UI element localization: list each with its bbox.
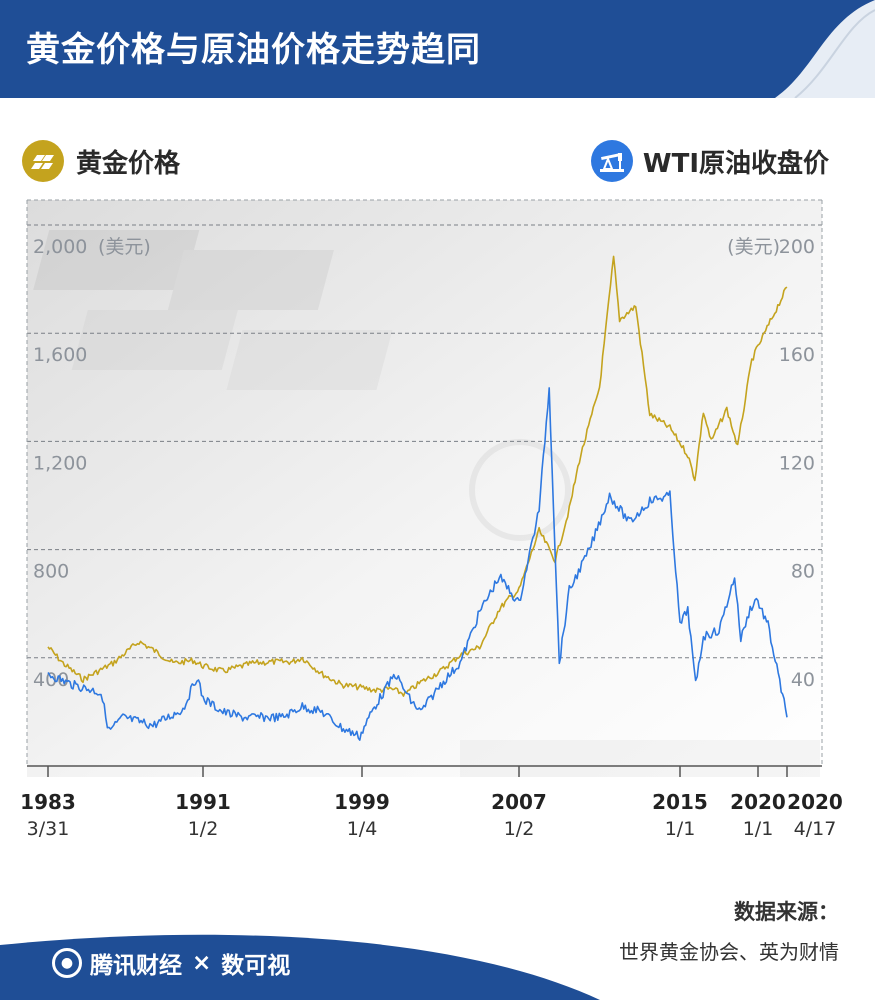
x-tick-label: 2007 1/2 xyxy=(469,790,569,840)
footer-brand-name: 腾讯财经 xyxy=(90,953,182,979)
x-tick-year: 2020 xyxy=(730,790,786,814)
legend-oil-label: WTI原油收盘价 xyxy=(642,148,829,179)
footer: ● 腾讯财经 × 数可视 xyxy=(0,925,875,1000)
x-tick-date: 1/1 xyxy=(664,818,696,840)
legend-gold-label: 黄金价格 xyxy=(76,148,181,179)
footer-brand: ● 腾讯财经 × 数可视 xyxy=(52,946,290,980)
right-axis: (美元) 40 80 120 160 200 xyxy=(727,236,815,691)
tencent-logo-icon: ● xyxy=(52,948,82,978)
source-label: 数据来源： xyxy=(734,900,839,924)
left-tick-label: 1,600 xyxy=(33,344,87,366)
oil-pump-icon xyxy=(590,140,633,182)
right-tick-label: 200 xyxy=(779,236,815,258)
x-tick-label: 1983 3/31 xyxy=(0,790,98,840)
grid-lines xyxy=(26,199,823,766)
left-tick-label: 2,000 xyxy=(33,236,87,258)
series-line-gold xyxy=(47,255,788,697)
left-tick-label: 400 xyxy=(33,669,69,691)
left-axis-unit: (美元) xyxy=(98,236,151,258)
x-tick-date: 1/2 xyxy=(503,818,535,840)
legend-oil: WTI原油收盘价 xyxy=(590,140,829,182)
x-tick-date: 1/2 xyxy=(187,818,219,840)
x-axis-ticks xyxy=(47,766,788,777)
x-tick-year: 1999 xyxy=(334,790,390,814)
header-decoration xyxy=(775,0,875,98)
x-tick-date: 1/4 xyxy=(346,818,378,840)
x-tick-label: 2015 1/1 xyxy=(630,790,730,840)
x-tick-label: 2020 4/17 xyxy=(765,790,865,840)
footer-banner xyxy=(0,934,600,1000)
page-title: 黄金价格与原油价格走势趋同 xyxy=(26,30,481,70)
series-line-oil xyxy=(47,387,788,741)
right-tick-label: 160 xyxy=(779,344,815,366)
footer-times: × xyxy=(192,950,212,976)
x-tick-year: 2020 xyxy=(787,790,843,814)
right-axis-unit: (美元) xyxy=(727,236,780,258)
x-tick-year: 2015 xyxy=(652,790,708,814)
x-tick-year: 2007 xyxy=(491,790,547,814)
right-tick-label: 80 xyxy=(791,561,815,583)
left-tick-label: 1,200 xyxy=(33,452,87,474)
chart-area: (美元) 400 800 1,200 1,600 2,000 (美元) 40 80 120 1… xyxy=(26,199,823,777)
x-tick-date: 3/31 xyxy=(26,818,70,840)
source-value: 世界黄金协会、英为财情 xyxy=(619,940,839,964)
legend-gold: 黄金价格 xyxy=(22,140,180,182)
x-tick-year: 1991 xyxy=(175,790,231,814)
x-tick-label: 1999 1/4 xyxy=(312,790,412,840)
x-tick-year: 1983 xyxy=(20,790,76,814)
left-axis: (美元) 400 800 1,200 1,600 2,000 xyxy=(33,236,151,691)
header-banner: 黄金价格与原油价格走势趋同 xyxy=(0,0,875,98)
series-lines xyxy=(47,255,788,741)
x-tick-label: 1991 1/2 xyxy=(153,790,253,840)
background-illustration xyxy=(33,230,820,777)
data-source: 数据来源： 世界黄金协会、英为财情 xyxy=(619,896,839,965)
right-tick-label: 120 xyxy=(779,452,815,474)
x-tick-date: 4/17 xyxy=(793,818,837,840)
footer-partner-name: 数可视 xyxy=(221,953,291,979)
gold-bar-icon xyxy=(22,140,64,182)
x-tick-label: 2020 1/1 xyxy=(708,790,808,840)
left-tick-label: 800 xyxy=(33,561,69,583)
x-tick-date: 1/1 xyxy=(742,818,774,840)
right-tick-label: 40 xyxy=(791,669,815,691)
